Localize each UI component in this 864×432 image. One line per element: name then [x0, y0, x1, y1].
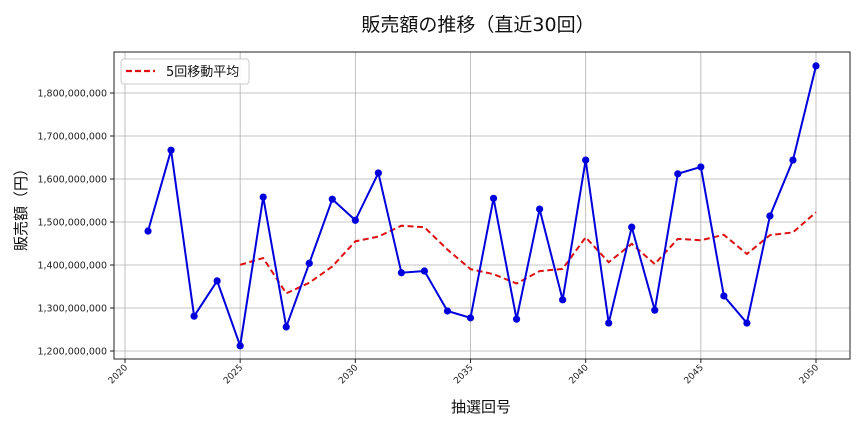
data-point — [766, 212, 774, 220]
data-point — [374, 169, 382, 177]
data-point — [743, 319, 751, 327]
x-tick-label: 2025 — [222, 363, 245, 386]
data-point — [236, 342, 244, 350]
data-point — [328, 195, 336, 203]
x-tick-label: 2040 — [568, 363, 591, 386]
moving-average-series — [239, 211, 817, 295]
data-point — [628, 223, 636, 231]
y-axis-label: 販売額（円） — [12, 161, 30, 251]
data-point — [697, 163, 705, 171]
legend-box — [120, 58, 250, 85]
x-tick-label: 2020 — [107, 363, 130, 386]
data-point — [443, 307, 452, 315]
data-point — [144, 227, 152, 235]
y-tick-label: 1,800,000,000 — [37, 89, 107, 100]
data-point — [259, 193, 267, 201]
data-point — [789, 156, 797, 164]
data-point — [213, 277, 221, 285]
data-point — [582, 156, 590, 164]
y-axis-ticks: 1,200,000,000 1,300,000,000 1,400,000,000 1… — [37, 89, 114, 358]
legend: 5回移動平均 — [120, 58, 250, 85]
y-tick-label: 1,300,000,000 — [37, 304, 107, 315]
data-point — [674, 170, 682, 178]
data-point — [282, 323, 290, 331]
x-tick-label: 2045 — [683, 363, 706, 386]
y-tick-label: 1,400,000,000 — [37, 261, 107, 272]
chart-title: 販売額の推移（直近30回） — [361, 14, 594, 36]
data-point — [489, 194, 498, 202]
x-tick-label: 2030 — [337, 363, 360, 386]
data-point — [651, 306, 659, 314]
data-point — [190, 312, 198, 320]
data-point — [466, 314, 475, 322]
data-point — [351, 216, 359, 224]
data-point — [812, 62, 820, 70]
y-tick-label: 1,600,000,000 — [37, 175, 107, 186]
data-point — [305, 259, 313, 267]
x-axis-ticks: 2020 2025 2030 2035 2040 2045 2050 — [107, 359, 821, 386]
data-point — [605, 319, 613, 327]
data-point — [720, 292, 728, 300]
legend-label: 5回移動平均 — [166, 65, 239, 80]
grid-lines — [114, 52, 850, 359]
data-point — [167, 146, 175, 154]
x-axis-label: 抽選回号 — [451, 398, 511, 416]
x-tick-label: 2050 — [798, 363, 821, 386]
y-tick-label: 1,700,000,000 — [37, 132, 107, 143]
data-point — [397, 269, 405, 277]
y-tick-label: 1,200,000,000 — [37, 347, 107, 358]
x-tick-label: 2035 — [452, 363, 475, 386]
y-tick-label: 1,500,000,000 — [37, 218, 107, 229]
sales-series — [144, 62, 820, 350]
data-point — [559, 296, 567, 304]
data-point — [536, 205, 544, 213]
data-point — [512, 315, 521, 323]
data-point — [420, 267, 429, 275]
plot-frame — [113, 51, 851, 360]
